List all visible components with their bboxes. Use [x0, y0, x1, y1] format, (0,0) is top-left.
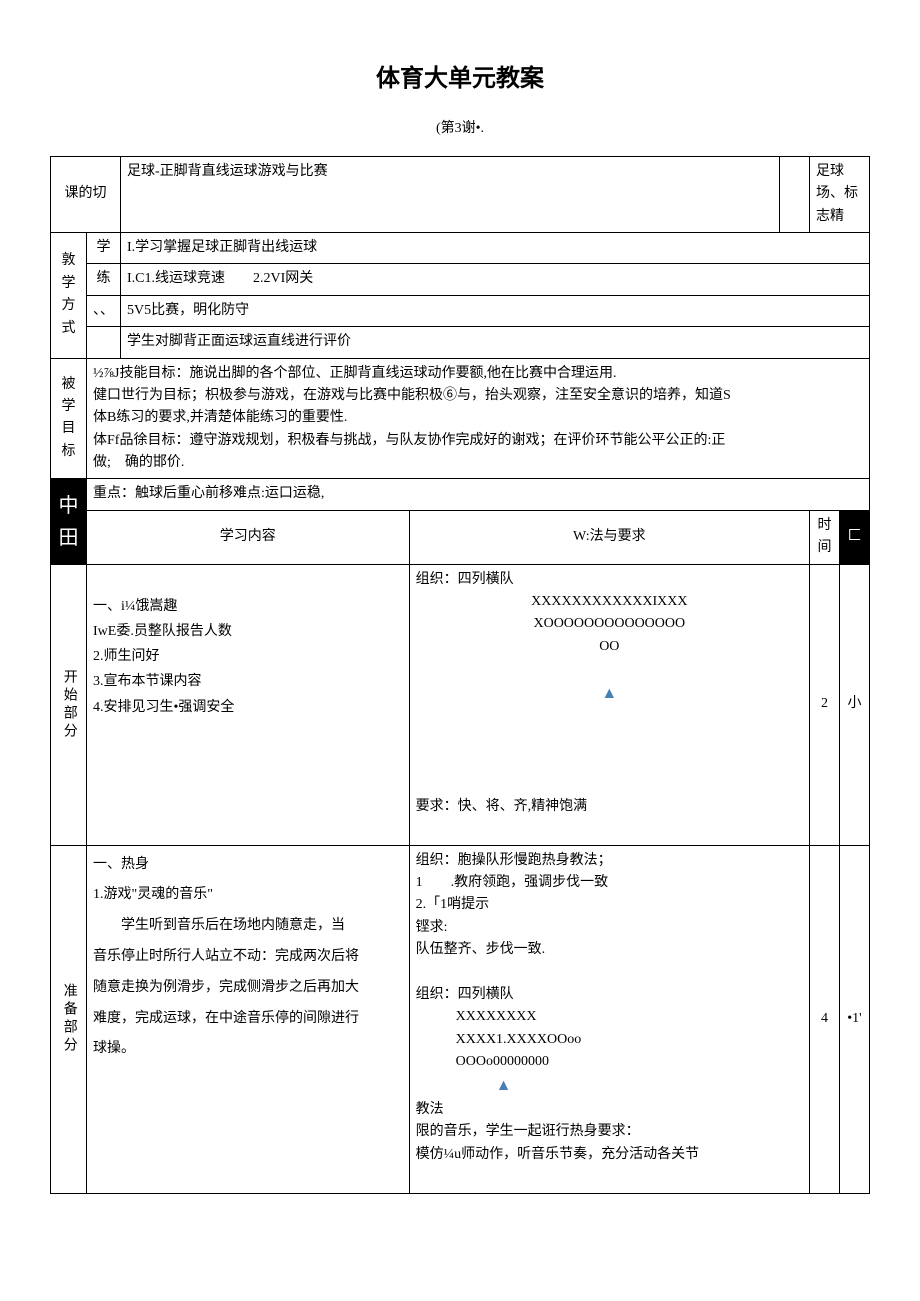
s1-c4: 4.安排见习生•强调安全: [93, 695, 403, 720]
s2-m9: 模仿¼u师动作，听音乐节奏，充分活动各关节: [416, 1144, 803, 1166]
goal-line3a: 体B: [93, 410, 116, 425]
goal-line4: 体Ff品徐目标：遵守游戏规划，积极春与挑战，与队友协作完成好的谢戏；在评价环节能…: [93, 430, 863, 452]
s2-c4: 随意走换为例滑步，完成侧滑步之后再加大: [93, 973, 403, 1004]
section2-content: 一、热身 1.游戏"灵魂的音乐" 学生听到音乐后在场地内随意走，当 音乐停止时所…: [87, 845, 410, 1193]
s2-title: 一、热身: [93, 850, 403, 881]
tm-sub1-text: I.学习掌握足球正脚背出线运球: [121, 232, 870, 263]
section1-content: 一、i¼饿嵩趣 IwE委.员整队报告人数 2.师生问好 3.宣布本节课内容 4.…: [87, 564, 410, 845]
tm-sub3-text: 5V5比赛，明化防守: [121, 295, 870, 326]
s1-c3: 3.宣布本节课内容: [93, 669, 403, 694]
goal-line4a: 体F: [93, 433, 115, 448]
tm-sub4-text: 学生对脚背正面运球运直线进行评价: [121, 327, 870, 358]
section1-right: 小: [840, 564, 870, 845]
black-cell-2: 匚: [840, 510, 870, 564]
section2-right: •1': [840, 845, 870, 1193]
s1-x3: OO: [416, 636, 803, 658]
s2-m6: 组织：四列横队: [416, 984, 803, 1006]
goals-content: ½⅞J技能目标：施说出脚的各个部位、正脚背直线运球动作要额,他在比赛中合理运用.…: [87, 358, 870, 479]
s2-m4: 铿求:: [416, 917, 803, 939]
section2-method: 组织：胞操队形慢跑热身教法； 1 .教府领跑，强调步伐一致 2.「1哨提示 铿求…: [409, 845, 809, 1193]
row1-label: 课的切: [51, 156, 121, 232]
triangle-icon: ▲: [416, 681, 803, 707]
s1-x1: XXXXXXXXXXXXIXXX: [416, 591, 803, 613]
s1-c1: IwE委.员整队报告人数: [93, 619, 403, 644]
s2-m7: 教法: [416, 1099, 803, 1121]
s2-m1: 组织：胞操队形慢跑热身教法；: [416, 850, 803, 872]
header-time: 时间: [810, 510, 840, 564]
row1-spacer: [780, 156, 810, 232]
s2-m3: 2.「1哨提示: [416, 894, 803, 916]
section2-label: 准备部分: [51, 845, 87, 1193]
goal-line5a: 做;: [93, 455, 111, 470]
goal-line2a: 健口: [93, 388, 121, 403]
goal-line2: 健口世行为目标；枳极参与游戏，在游戏与比赛中能积极⑥与，抬头观察，注至安全意识的…: [93, 385, 863, 407]
header-method: W:法与要求: [409, 510, 809, 564]
tm-sub3-label: 、、: [87, 295, 121, 326]
goal-line1: ½⅞J技能目标：施说出脚的各个部位、正脚背直线运球动作要额,他在比赛中合理运用.: [93, 363, 863, 385]
tm-sub4-spacer: [87, 327, 121, 358]
section2-time: 4: [810, 845, 840, 1193]
tm-sub2-label: 练: [87, 264, 121, 295]
triangle-icon-2: ▲: [416, 1073, 803, 1099]
row1-right: 足球场、标志精: [810, 156, 870, 232]
row1-content: 足球-正脚背直线运球游戏与比赛: [121, 156, 780, 232]
s2-x1: XXXXXXXX: [416, 1006, 803, 1028]
tm-sub1-label: 学: [87, 232, 121, 263]
section1-method: 组织：四列橫队 XXXXXXXXXXXXIXXX XOOOOOOOOOOOOOO…: [409, 564, 809, 845]
s2-c3: 音乐停止时所行人站立不动：完成两次后将: [93, 942, 403, 973]
goal-line3: 体B练习的要求,并清楚体能练习的重要性.: [93, 407, 863, 429]
s1-c2: 2.师生问好: [93, 644, 403, 669]
header-content: 学习内容: [87, 510, 410, 564]
tm-sub2-text: I.C1.线运球竞速 2.2VI网关: [121, 264, 870, 295]
s2-m2: 1 .教府领跑，强调步伐一致: [416, 872, 803, 894]
s2-m8: 限的音乐，学生一起诳行热身要求：: [416, 1121, 803, 1143]
teaching-mode-label: 敦学方式: [51, 232, 87, 358]
goals-label: 被学目标: [51, 358, 87, 479]
document-title: 体育大单元教案: [50, 60, 870, 98]
lesson-plan-table: 课的切 足球-正脚背直线运球游戏与比赛 足球场、标志精 敦学方式 学 I.学习掌…: [50, 156, 870, 1194]
s2-c5: 难度，完成运球，在中途音乐停的间隙进行: [93, 1004, 403, 1035]
goal-line5: 做; 确的邯价.: [93, 452, 863, 474]
goal-line4b: f品徐目标：遵守游戏规划，积极春与挑战，与队友协作完成好的谢戏；在评价环节能公平…: [115, 433, 726, 448]
s2-c6: 球操。: [93, 1034, 403, 1065]
s1-req: 要求：快、将、齐,精神饱满: [416, 796, 803, 818]
goal-line2b: 世行为目标；枳极参与游戏，在游戏与比赛中能积极⑥与，抬头观察，注至安全意识的培养…: [121, 388, 731, 403]
key-point: 重点：触球后重心前移难点:运口运稳,: [87, 479, 870, 510]
s2-x3: OOOo00000000: [416, 1051, 803, 1073]
s1-x2: XOOOOOOOOOOOOOO: [416, 613, 803, 635]
s2-x2: XXXX1.XXXXOOoo: [416, 1029, 803, 1051]
s1-m-title: 组织：四列橫队: [416, 569, 803, 591]
s2-c1: 1.游戏"灵魂的音乐": [93, 880, 403, 911]
s2-c2: 学生听到音乐后在场地内随意走，当: [93, 911, 403, 942]
document-subtitle: (第3谢•.: [50, 118, 870, 140]
s2-m5: 队伍整齐、步伐一致.: [416, 939, 803, 961]
goal-line3b: 练习的要求,并清楚体能练习的重要性.: [116, 410, 347, 425]
section1-label: 开始部分: [51, 564, 87, 845]
black-cell-1: 中田: [51, 479, 87, 564]
section1-time: 2: [810, 564, 840, 845]
s1-title: 一、i¼饿嵩趣: [93, 594, 403, 619]
goal-line5b: 确的邯价.: [125, 455, 185, 470]
